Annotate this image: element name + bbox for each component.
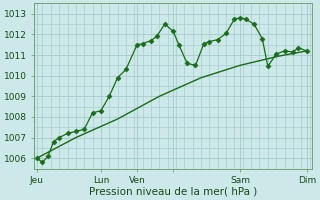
X-axis label: Pression niveau de la mer( hPa ): Pression niveau de la mer( hPa ) (89, 187, 257, 197)
